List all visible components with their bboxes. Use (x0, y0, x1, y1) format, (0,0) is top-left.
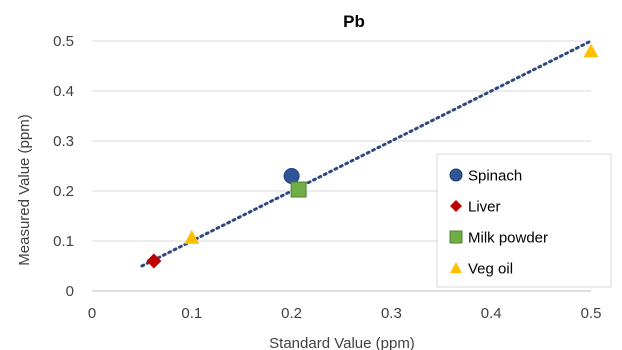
point-milk-powder (290, 181, 307, 198)
x-tick-label: 0.3 (381, 305, 402, 322)
y-axis-label: Measured Value (ppm) (16, 114, 33, 265)
x-tick-label: 0.2 (281, 305, 302, 322)
y-tick-label: 0.5 (53, 33, 74, 50)
gridlines (92, 40, 591, 292)
point-veg-oil (184, 230, 200, 244)
legend-marker-milk-powder (449, 230, 463, 244)
y-tick-label: 0.3 (53, 133, 74, 150)
legend-marker-spinach (449, 168, 463, 182)
point-liver (146, 253, 162, 269)
y-tick-label: 0.2 (53, 183, 74, 200)
chart-title: Pb (343, 12, 365, 31)
legend-label-milk-powder: Milk powder (468, 230, 548, 247)
y-tick-label: 0 (66, 283, 74, 300)
legend-label-liver: Liver (468, 199, 501, 216)
legend-marker-liver (450, 200, 462, 212)
legend-marker-veg-oil (450, 262, 462, 274)
point-spinach (283, 168, 300, 184)
x-axis-label: Standard Value (ppm) (269, 335, 415, 350)
x-tick-label: 0.1 (181, 305, 202, 322)
legend-label-veg-oil: Veg oil (468, 261, 513, 278)
x-tick-label: 0.5 (581, 305, 602, 322)
y-tick-labels: 0 0.1 0.2 0.3 0.4 0.5 (53, 33, 74, 300)
point-veg-oil (583, 43, 599, 58)
y-tick-label: 0.4 (53, 83, 74, 100)
legend-box (436, 153, 612, 288)
trendline (140, 39, 593, 268)
legend: Spinach Liver Milk powder Veg oil (436, 153, 612, 288)
x-tick-label: 0 (88, 305, 96, 322)
x-tick-label: 0.4 (481, 305, 502, 322)
data-points (146, 43, 599, 269)
legend-label-spinach: Spinach (468, 168, 522, 185)
y-tick-label: 0.1 (53, 233, 74, 250)
x-tick-labels: 0 0.1 0.2 0.3 0.4 0.5 (88, 305, 602, 322)
